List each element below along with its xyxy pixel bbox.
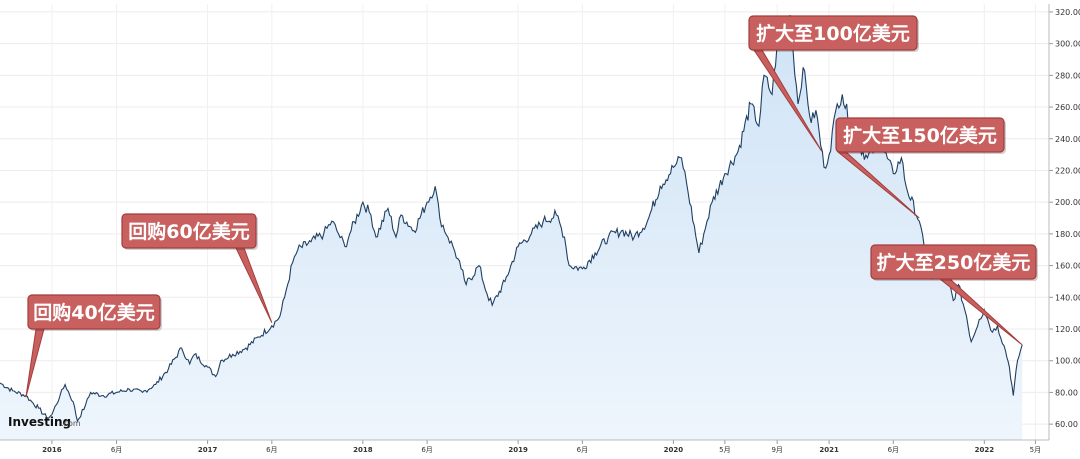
annotation-callout: 扩大至100亿美元 xyxy=(748,15,919,152)
callout-box xyxy=(835,117,1005,153)
x-tick-label: 2017 xyxy=(198,446,218,454)
y-tick-label: 220.00 xyxy=(1055,166,1080,175)
callout-box xyxy=(121,213,257,249)
area-fill xyxy=(0,15,1023,440)
y-tick-label: 140.00 xyxy=(1055,293,1080,302)
annotation-callout: 扩大至150亿美元 xyxy=(835,117,1006,219)
y-tick-label: 200.00 xyxy=(1055,198,1080,207)
callout-box xyxy=(27,294,161,330)
x-tick-label: 5月 xyxy=(1030,446,1041,454)
annotations: 回购40亿美元 回购60亿美元 扩大至100亿美元扩大至150亿美元扩大至250亿美… xyxy=(25,15,1038,398)
x-tick-label: 6月 xyxy=(111,446,122,454)
callout-label: 扩大至250亿美元 xyxy=(877,251,1031,274)
y-tick-label: 120.00 xyxy=(1055,325,1080,334)
y-tick-label: 260.00 xyxy=(1055,103,1080,112)
annotation-callout: 回购40亿美元 xyxy=(25,294,162,398)
logo-main-text: Investing xyxy=(8,415,71,429)
x-tick-label: 9月 xyxy=(771,446,782,454)
y-tick-label: 240.00 xyxy=(1055,135,1080,144)
x-tick-label: 6月 xyxy=(421,446,432,454)
y-tick-label: 160.00 xyxy=(1055,262,1080,271)
y-tick-label: 180.00 xyxy=(1055,230,1080,239)
x-tick-label: 2019 xyxy=(508,446,528,454)
x-tick-label: 6月 xyxy=(577,446,588,454)
x-tick-label: 2021 xyxy=(819,446,839,454)
y-tick-label: 80.00 xyxy=(1055,388,1078,397)
callout-box xyxy=(748,15,918,51)
x-tick-label: 2022 xyxy=(975,446,995,454)
y-tick-label: 300.00 xyxy=(1055,40,1080,49)
logo-suffix-text: .com xyxy=(61,419,81,428)
x-tick-label: 5月 xyxy=(719,446,730,454)
x-tick-label: 6月 xyxy=(266,446,277,454)
y-tick-label: 60.00 xyxy=(1055,420,1078,429)
y-tick-label: 320.00 xyxy=(1055,8,1080,17)
x-tick-label: 6月 xyxy=(888,446,899,454)
callout-label: 扩大至150亿美元 xyxy=(843,124,997,147)
annotation-callout: 回购60亿美元 xyxy=(121,213,273,323)
callout-label: 回购40亿美元 xyxy=(33,301,154,324)
annotation-callout: 扩大至250亿美元 xyxy=(870,244,1038,346)
x-tick-label: 2016 xyxy=(42,446,62,454)
callout-label: 回购60亿美元 xyxy=(128,220,249,243)
x-tick-label: 2020 xyxy=(664,446,684,454)
x-tick-label: 2018 xyxy=(353,446,373,454)
axes: 60.00 80.00 100.00 120.00 140.00 160.00 180.00… xyxy=(0,4,1080,454)
callout-label: 扩大至100亿美元 xyxy=(756,22,910,45)
y-tick-label: 100.00 xyxy=(1055,357,1080,366)
y-tick-label: 280.00 xyxy=(1055,71,1080,80)
investing-logo: Investing .com xyxy=(8,415,81,429)
callout-box xyxy=(870,244,1037,280)
